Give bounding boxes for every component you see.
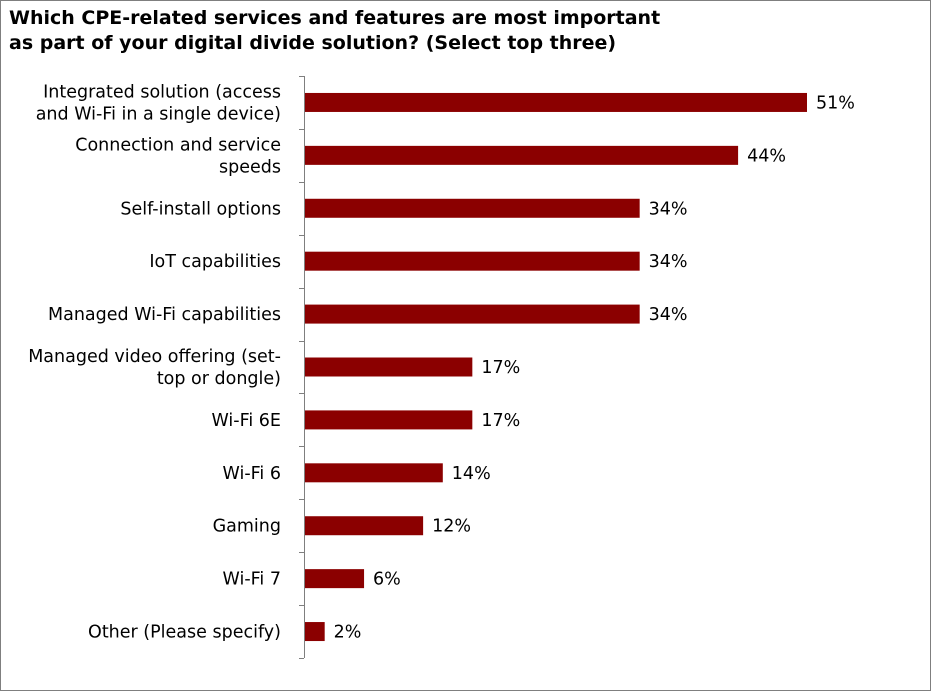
- bar: [305, 569, 365, 589]
- category-label-line: speeds: [219, 157, 281, 177]
- category-label: Self-install options: [120, 199, 281, 219]
- category-label: Wi-Fi 6E: [211, 411, 281, 431]
- category-label-line: Other (Please specify): [88, 623, 281, 643]
- data-label: 12%: [432, 517, 471, 537]
- bar: [305, 357, 473, 377]
- bar: [305, 304, 640, 324]
- category-label: Gaming: [213, 517, 281, 537]
- bar: [305, 463, 443, 483]
- data-label: 44%: [747, 146, 786, 166]
- data-label: 14%: [452, 464, 491, 484]
- category-label: IoT capabilities: [149, 252, 281, 272]
- axis-layer: [299, 76, 305, 659]
- bar: [305, 251, 640, 271]
- data-label: 34%: [649, 252, 688, 272]
- data-label: 2%: [334, 623, 362, 643]
- category-label: Wi-Fi 7: [223, 570, 281, 590]
- data-label: 34%: [649, 305, 688, 325]
- labels-layer: 51% Integrated solution (access and Wi-Fi …: [28, 82, 855, 642]
- bar: [305, 92, 807, 112]
- category-label-line: IoT capabilities: [149, 252, 281, 272]
- bar: [305, 198, 640, 218]
- category-label-line: Self-install options: [120, 199, 281, 219]
- category-label-line: and Wi-Fi in a single device): [36, 104, 281, 124]
- chart-title-line-1: Which CPE-related services and features …: [9, 7, 661, 29]
- data-label: 17%: [481, 358, 520, 378]
- data-label: 6%: [373, 570, 401, 590]
- chart-title-line-2: as part of your digital divide solution?…: [9, 32, 617, 54]
- data-label: 17%: [481, 411, 520, 431]
- bar: [305, 516, 424, 536]
- bar: [305, 410, 473, 430]
- category-label: Managed Wi-Fi capabilities: [48, 305, 281, 325]
- data-label: 51%: [816, 93, 855, 113]
- bars-layer: [305, 92, 807, 642]
- data-label: 34%: [649, 199, 688, 219]
- category-label: Wi-Fi 6: [223, 464, 281, 484]
- category-label-line: Connection and service: [75, 135, 281, 155]
- category-label-line: Wi-Fi 6E: [211, 411, 281, 431]
- category-label-line: Integrated solution (access: [43, 82, 281, 102]
- category-label: Integrated solution (access and Wi-Fi in …: [36, 82, 281, 124]
- category-label-line: Managed video offering (set-: [28, 347, 281, 367]
- chart-title: Which CPE-related services and features …: [9, 6, 909, 56]
- category-label: Other (Please specify): [88, 623, 281, 643]
- category-label-line: top or dongle): [157, 369, 281, 389]
- category-label-line: Managed Wi-Fi capabilities: [48, 305, 281, 325]
- bar: [305, 145, 739, 165]
- category-label-line: Gaming: [213, 517, 281, 537]
- category-label: Managed video offering (set-top or dongl…: [28, 347, 281, 389]
- category-label-line: Wi-Fi 6: [223, 464, 281, 484]
- category-label-line: Wi-Fi 7: [223, 570, 281, 590]
- category-label: Connection and service speeds: [75, 135, 281, 177]
- bar: [305, 622, 325, 642]
